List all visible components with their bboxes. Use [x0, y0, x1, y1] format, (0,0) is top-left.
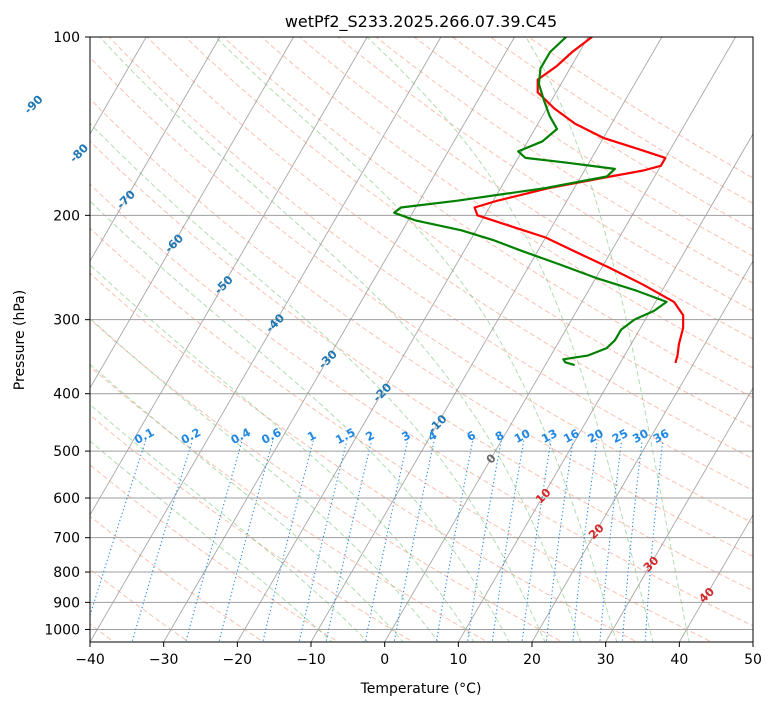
x-tick-label: 40 [670, 652, 688, 668]
isotherm [90, 37, 221, 262]
y-tick-label: 1000 [44, 622, 80, 638]
mixing-ratio-label: 30 [630, 426, 651, 446]
y-tick-label: 500 [53, 444, 80, 460]
dry-adiabat [90, 98, 753, 557]
isotherm [90, 37, 294, 389]
moist-adiabat [90, 122, 546, 642]
x-axis-label: Temperature (°C) [360, 681, 482, 697]
mixing-ratio-label: 16 [561, 426, 582, 446]
isotherm [605, 387, 753, 642]
y-tick-label: 800 [53, 565, 80, 581]
mixing-ratio-label: 13 [539, 426, 560, 446]
isotherm [163, 37, 515, 642]
moist-adiabat [215, 37, 618, 642]
dry-adiabat [90, 515, 265, 642]
mixing-ratio-line [90, 440, 147, 618]
dry-adiabat [260, 37, 753, 369]
axes: −40 −30 −20 −10 0 10 20 30 40 50 1000 900 800 700 600 5… [44, 30, 762, 668]
mixing-ratio-line [325, 440, 373, 642]
dry-adiabat [489, 37, 753, 205]
dry-adiabat [184, 37, 753, 429]
isotherm [678, 514, 753, 642]
isotherm [457, 133, 753, 642]
moist-adiabat [366, 37, 654, 642]
isotherm [531, 260, 753, 642]
moist-adiabat [90, 264, 475, 642]
isotherm [90, 37, 442, 642]
x-tick-label: 20 [523, 652, 541, 668]
y-tick-label: 600 [53, 491, 80, 507]
y-axis-label: Pressure (hPa) [12, 290, 28, 390]
mixing-ratio-line [298, 440, 348, 642]
temperature-profile [473, 37, 685, 364]
background-lines [90, 37, 753, 642]
y-tick-label: 900 [53, 595, 80, 611]
dry-adiabat [337, 37, 753, 312]
dry-adiabat [90, 272, 639, 642]
y-tick-label: 300 [53, 313, 80, 329]
dry-adiabat [90, 140, 753, 592]
dry-adiabat [90, 227, 713, 642]
y-tick-label: 700 [53, 531, 80, 547]
dry-adiabat [90, 464, 340, 642]
y-tick-label: 200 [53, 208, 80, 224]
moist-adiabat [90, 440, 333, 642]
dry-adiabat [90, 318, 564, 642]
profile-series [393, 37, 685, 367]
plot-frame [89, 36, 754, 643]
chart-title: wetPf2_S233.2025.266.07.39.C45 [285, 12, 557, 32]
moist-adiabat [90, 363, 404, 642]
x-tick-label: −10 [296, 652, 326, 668]
x-tick-label: 10 [449, 652, 467, 668]
isotherm [90, 37, 368, 516]
x-tick-label: 50 [744, 652, 762, 668]
dry-adiabat [222, 37, 753, 399]
x-tick-label: 0 [380, 652, 389, 668]
dry-adiabat [90, 56, 753, 524]
moist-adiabat [99, 37, 582, 642]
mixing-ratio-label: 10 [512, 426, 533, 446]
dry-adiabat [146, 37, 753, 460]
mixing-ratio-line [393, 440, 435, 642]
y-tick-label: 100 [53, 30, 80, 46]
y-tick-label: 400 [53, 387, 80, 403]
x-tick-label: −40 [75, 652, 105, 668]
mixing-ratio-line [262, 440, 314, 642]
mixing-ratio-label: 20 [585, 426, 606, 446]
moist-adiabat [90, 200, 510, 642]
mixing-ratio-line [364, 440, 409, 642]
dry-adiabat [299, 37, 753, 340]
moist-adiabat [525, 37, 690, 642]
isotherm [384, 37, 736, 642]
moist-adiabat [90, 403, 369, 642]
mixing-ratio-label: 25 [610, 426, 631, 446]
x-tick-label: −30 [149, 652, 179, 668]
x-tick-label: −20 [223, 652, 253, 668]
x-tick-label: 30 [597, 652, 615, 668]
mixing-ratio-label: 36 [651, 426, 672, 446]
dewpoint-profile [393, 37, 668, 367]
isotherm [236, 37, 589, 642]
